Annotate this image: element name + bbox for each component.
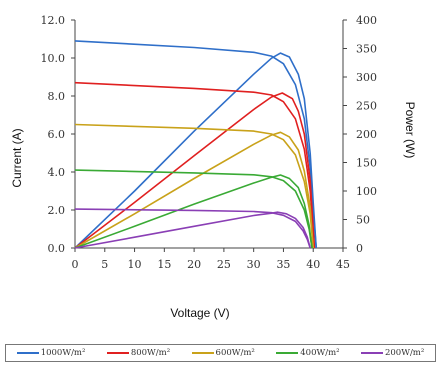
legend-item-200: 200W/m² xyxy=(360,348,425,358)
y-right-tick-label: 0 xyxy=(356,242,363,255)
x-tick-label: 25 xyxy=(217,258,231,271)
x-tick-label: 15 xyxy=(157,258,171,271)
legend-label: 600W/m² xyxy=(215,348,255,358)
legend-label: 800W/m² xyxy=(130,348,171,358)
pv-curve-200 xyxy=(74,211,311,249)
y-left-tick-label: 10.0 xyxy=(41,52,66,65)
legend-swatch xyxy=(191,352,214,354)
x-tick-label: 20 xyxy=(187,258,201,271)
legend-label: 1000W/m² xyxy=(40,348,86,358)
y-left-tick-label: 12.0 xyxy=(41,14,66,27)
y-left-tick-label: 0.0 xyxy=(48,242,66,255)
legend-item-400: 400W/m² xyxy=(276,348,340,358)
y-right-tick-label: 150 xyxy=(356,157,377,170)
legend-swatch xyxy=(360,352,383,354)
x-tick-label: 10 xyxy=(128,258,142,271)
y-left-tick-label: 4.0 xyxy=(48,166,66,179)
legend-item-600: 600W/m² xyxy=(191,348,255,358)
legend-swatch xyxy=(106,352,129,354)
pv-curve-1000 xyxy=(74,52,317,249)
y-right-tick-label: 300 xyxy=(356,71,377,84)
y-left-tick-label: 2.0 xyxy=(48,204,66,217)
y-right-tick-label: 400 xyxy=(356,14,377,27)
x-tick-label: 5 xyxy=(101,258,108,271)
x-tick-label: 40 xyxy=(306,258,320,271)
iv-curve-600 xyxy=(74,123,314,249)
legend-label: 200W/m² xyxy=(384,348,425,358)
pv-curve-800 xyxy=(74,92,316,249)
x-tick-label: 0 xyxy=(72,258,79,271)
x-tick-label: 30 xyxy=(247,258,261,271)
iv-pv-chart: 0 5 10 15 20 25 30 35 40 45 0.0 2.0 4.0 6.0 8.0 10.0 12.… xyxy=(10,14,417,271)
iv-curve-400 xyxy=(74,169,313,249)
x-tick-label: 35 xyxy=(276,258,290,271)
pv-curve-400 xyxy=(74,174,313,249)
y-right-tick-label: 200 xyxy=(356,128,377,141)
legend-item-800: 800W/m² xyxy=(106,348,171,358)
y-right-tick-label: 350 xyxy=(356,43,377,56)
y-right-tick-label: 100 xyxy=(356,185,377,198)
iv-curve-200 xyxy=(74,208,311,249)
legend-label: 400W/m² xyxy=(300,348,340,358)
iv-curve-1000 xyxy=(74,40,317,249)
y-left-axis-title: Current (A) xyxy=(10,128,24,187)
legend-swatch xyxy=(276,352,299,354)
legend-item-1000: 1000W/m² xyxy=(16,348,86,358)
x-tick-label: 45 xyxy=(336,258,350,271)
legend: 1000W/m² 800W/m² 600W/m² 400W/m² 200W/m² xyxy=(5,344,436,362)
legend-swatch xyxy=(16,352,39,354)
y-right-tick-label: 50 xyxy=(356,214,370,227)
y-left-tick-label: 6.0 xyxy=(48,128,66,141)
pv-curve-600 xyxy=(74,131,314,249)
x-axis-title: Voltage (V) xyxy=(170,306,230,320)
y-right-axis-title: Power (W) xyxy=(403,102,417,159)
y-right-tick-label: 250 xyxy=(356,100,377,113)
iv-curve-800 xyxy=(74,81,316,249)
y-left-tick-label: 8.0 xyxy=(48,90,66,103)
